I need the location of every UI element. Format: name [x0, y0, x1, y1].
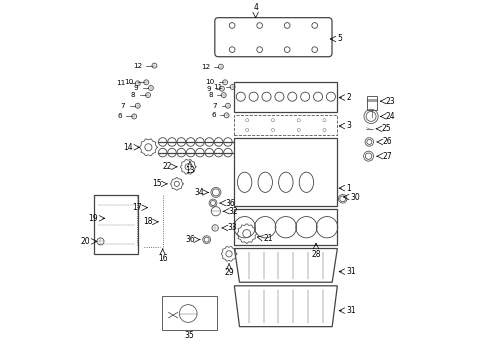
- Text: 22: 22: [162, 162, 172, 171]
- Text: 23: 23: [386, 96, 395, 105]
- Text: 36: 36: [225, 199, 235, 208]
- Bar: [234, 115, 337, 135]
- Text: 12: 12: [133, 63, 142, 69]
- Bar: [94, 195, 139, 254]
- Text: 28: 28: [311, 250, 321, 259]
- Text: 6: 6: [211, 112, 216, 118]
- Bar: [162, 296, 217, 330]
- Text: 14: 14: [123, 143, 133, 152]
- Text: 9: 9: [207, 86, 211, 92]
- Text: 19: 19: [88, 214, 98, 223]
- Text: 17: 17: [132, 203, 142, 212]
- Text: 3: 3: [346, 121, 351, 130]
- Text: 7: 7: [121, 103, 125, 109]
- Text: 2: 2: [346, 93, 351, 102]
- Text: 13: 13: [185, 166, 195, 175]
- Text: 16: 16: [158, 254, 168, 263]
- Text: 8: 8: [131, 92, 136, 98]
- Text: 8: 8: [208, 92, 213, 98]
- Text: 25: 25: [381, 124, 391, 133]
- Text: 32: 32: [228, 207, 238, 216]
- Text: 20: 20: [80, 237, 90, 246]
- Text: 27: 27: [382, 152, 392, 161]
- Text: 33: 33: [227, 224, 237, 233]
- Text: 30: 30: [350, 193, 360, 202]
- Text: 10: 10: [124, 79, 134, 85]
- Text: 36: 36: [185, 235, 195, 244]
- Text: 29: 29: [224, 269, 234, 278]
- Text: 34: 34: [194, 188, 204, 197]
- Bar: [234, 82, 337, 112]
- Bar: [234, 138, 337, 206]
- Text: 9: 9: [134, 85, 139, 91]
- Text: 26: 26: [382, 138, 392, 147]
- Text: 35: 35: [184, 331, 194, 340]
- Bar: [234, 210, 337, 245]
- Text: 6: 6: [117, 113, 122, 120]
- Text: 1: 1: [346, 184, 351, 193]
- Text: 11: 11: [213, 84, 222, 90]
- Text: 24: 24: [386, 112, 395, 121]
- Text: 31: 31: [346, 306, 356, 315]
- Text: 4: 4: [253, 3, 258, 12]
- Text: 11: 11: [116, 80, 125, 86]
- Text: 5: 5: [337, 35, 342, 44]
- Text: 21: 21: [263, 234, 272, 243]
- Text: 12: 12: [201, 64, 210, 70]
- Text: 15: 15: [152, 179, 162, 188]
- Text: 7: 7: [213, 103, 217, 109]
- Text: 18: 18: [144, 217, 153, 226]
- Text: 10: 10: [205, 79, 215, 85]
- Text: 31: 31: [346, 267, 356, 276]
- Bar: [367, 96, 377, 110]
